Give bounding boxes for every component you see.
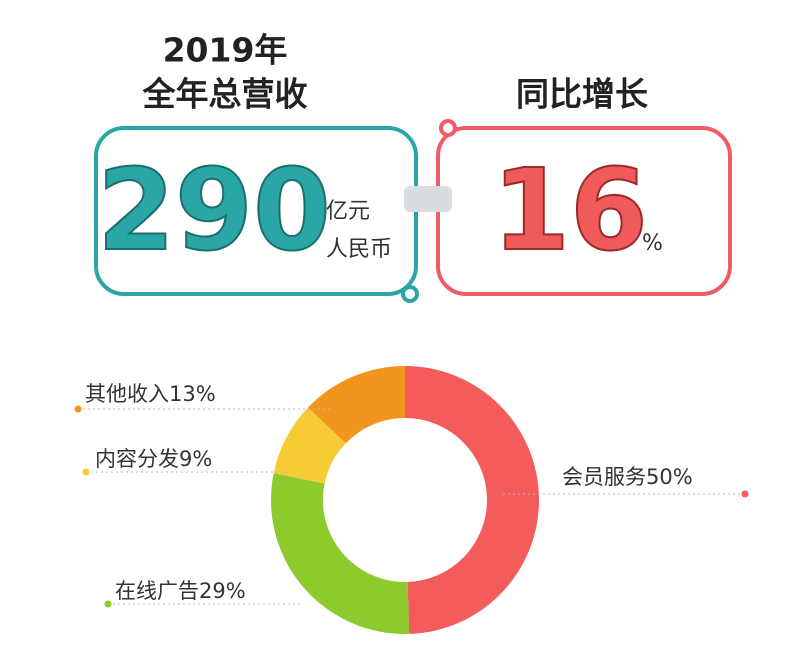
growth-value: 16: [492, 146, 648, 276]
growth-unit: %: [642, 231, 663, 256]
connector: [404, 186, 452, 212]
revenue-label: 全年总营收: [142, 75, 308, 114]
value-label: 9%: [179, 447, 212, 471]
donut-segment: [270, 473, 410, 634]
leader-dot: [82, 468, 90, 476]
category-name: 会员服务: [562, 465, 646, 489]
growth-label: 同比增长: [516, 75, 648, 114]
category-name: 其他收入: [85, 382, 169, 406]
revenue-value: 290: [97, 146, 331, 276]
category-name: 在线广告: [115, 579, 199, 603]
dot: [401, 285, 419, 303]
donut-segment: [308, 366, 405, 444]
revenue-unit: 亿元: [326, 199, 370, 224]
category-name: 内容分发: [95, 447, 179, 471]
leader-dot: [741, 490, 749, 498]
revenue-unit: 人民币: [326, 237, 392, 262]
revenue-year: 2019年: [163, 31, 288, 70]
segment-label: 在线广告29%: [115, 579, 246, 603]
segment-label: 内容分发9%: [95, 447, 212, 471]
donut-segment: [405, 366, 539, 634]
leader-dot: [104, 600, 112, 608]
leader-dot: [74, 405, 82, 413]
segment-label: 会员服务50%: [562, 465, 693, 489]
value-label: 13%: [169, 382, 216, 406]
segment-label: 其他收入13%: [85, 382, 216, 406]
value-label: 50%: [646, 465, 693, 489]
donut-chart: 会员服务50% 在线广告29% 内容分发9% 其他收入13%: [74, 366, 749, 634]
dot: [439, 119, 457, 137]
donut-segment: [273, 407, 346, 484]
value-label: 29%: [199, 579, 246, 603]
